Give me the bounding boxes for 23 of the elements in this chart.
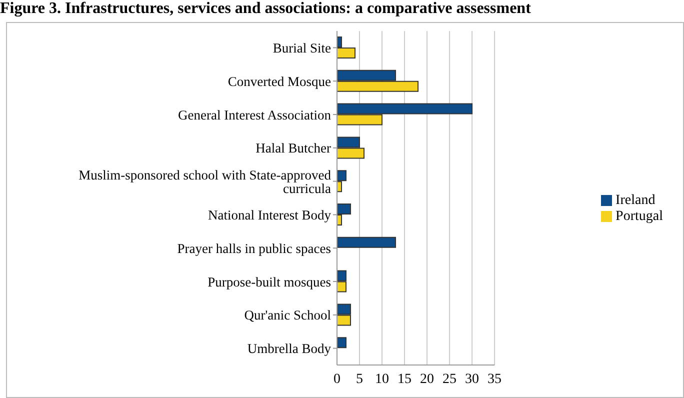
y-tick-label: Muslim-sponsored school with State-approved curricula — [78, 167, 332, 196]
y-tick-label: Purpose-built mosques — [208, 274, 331, 290]
y-tick-label: Prayer halls in public spaces — [177, 240, 331, 256]
y-tick-label: Converted Mosque — [228, 74, 332, 89]
bar — [337, 337, 347, 348]
chart-title: Figure 3. Infrastructures, services and associations: a comparative assessment — [0, 0, 532, 19]
x-tick-label: 5 — [356, 372, 364, 387]
bar — [337, 236, 396, 248]
x-tick-label: 10 — [375, 372, 390, 387]
x-tick-label: 25 — [442, 372, 457, 387]
legend-label: Ireland — [616, 193, 656, 208]
x-tick-label: 35 — [488, 372, 502, 387]
y-tick-label: Qur'anic School — [244, 308, 332, 323]
x-tick-label: 15 — [398, 372, 412, 387]
y-tick-label: General Interest Association — [178, 107, 332, 122]
y-tick-label: Burial Site — [272, 40, 332, 56]
x-tick-label: 20 — [420, 372, 434, 387]
x-tick-label: 30 — [465, 372, 480, 387]
y-tick-label: Halal Butcher — [256, 140, 332, 156]
x-tick-label: 0 — [334, 372, 340, 387]
y-tick-label: National Interest Body — [208, 207, 332, 222]
y-tick-label: Umbrella Body — [247, 341, 332, 356]
legend-label: Portugal — [616, 209, 663, 224]
